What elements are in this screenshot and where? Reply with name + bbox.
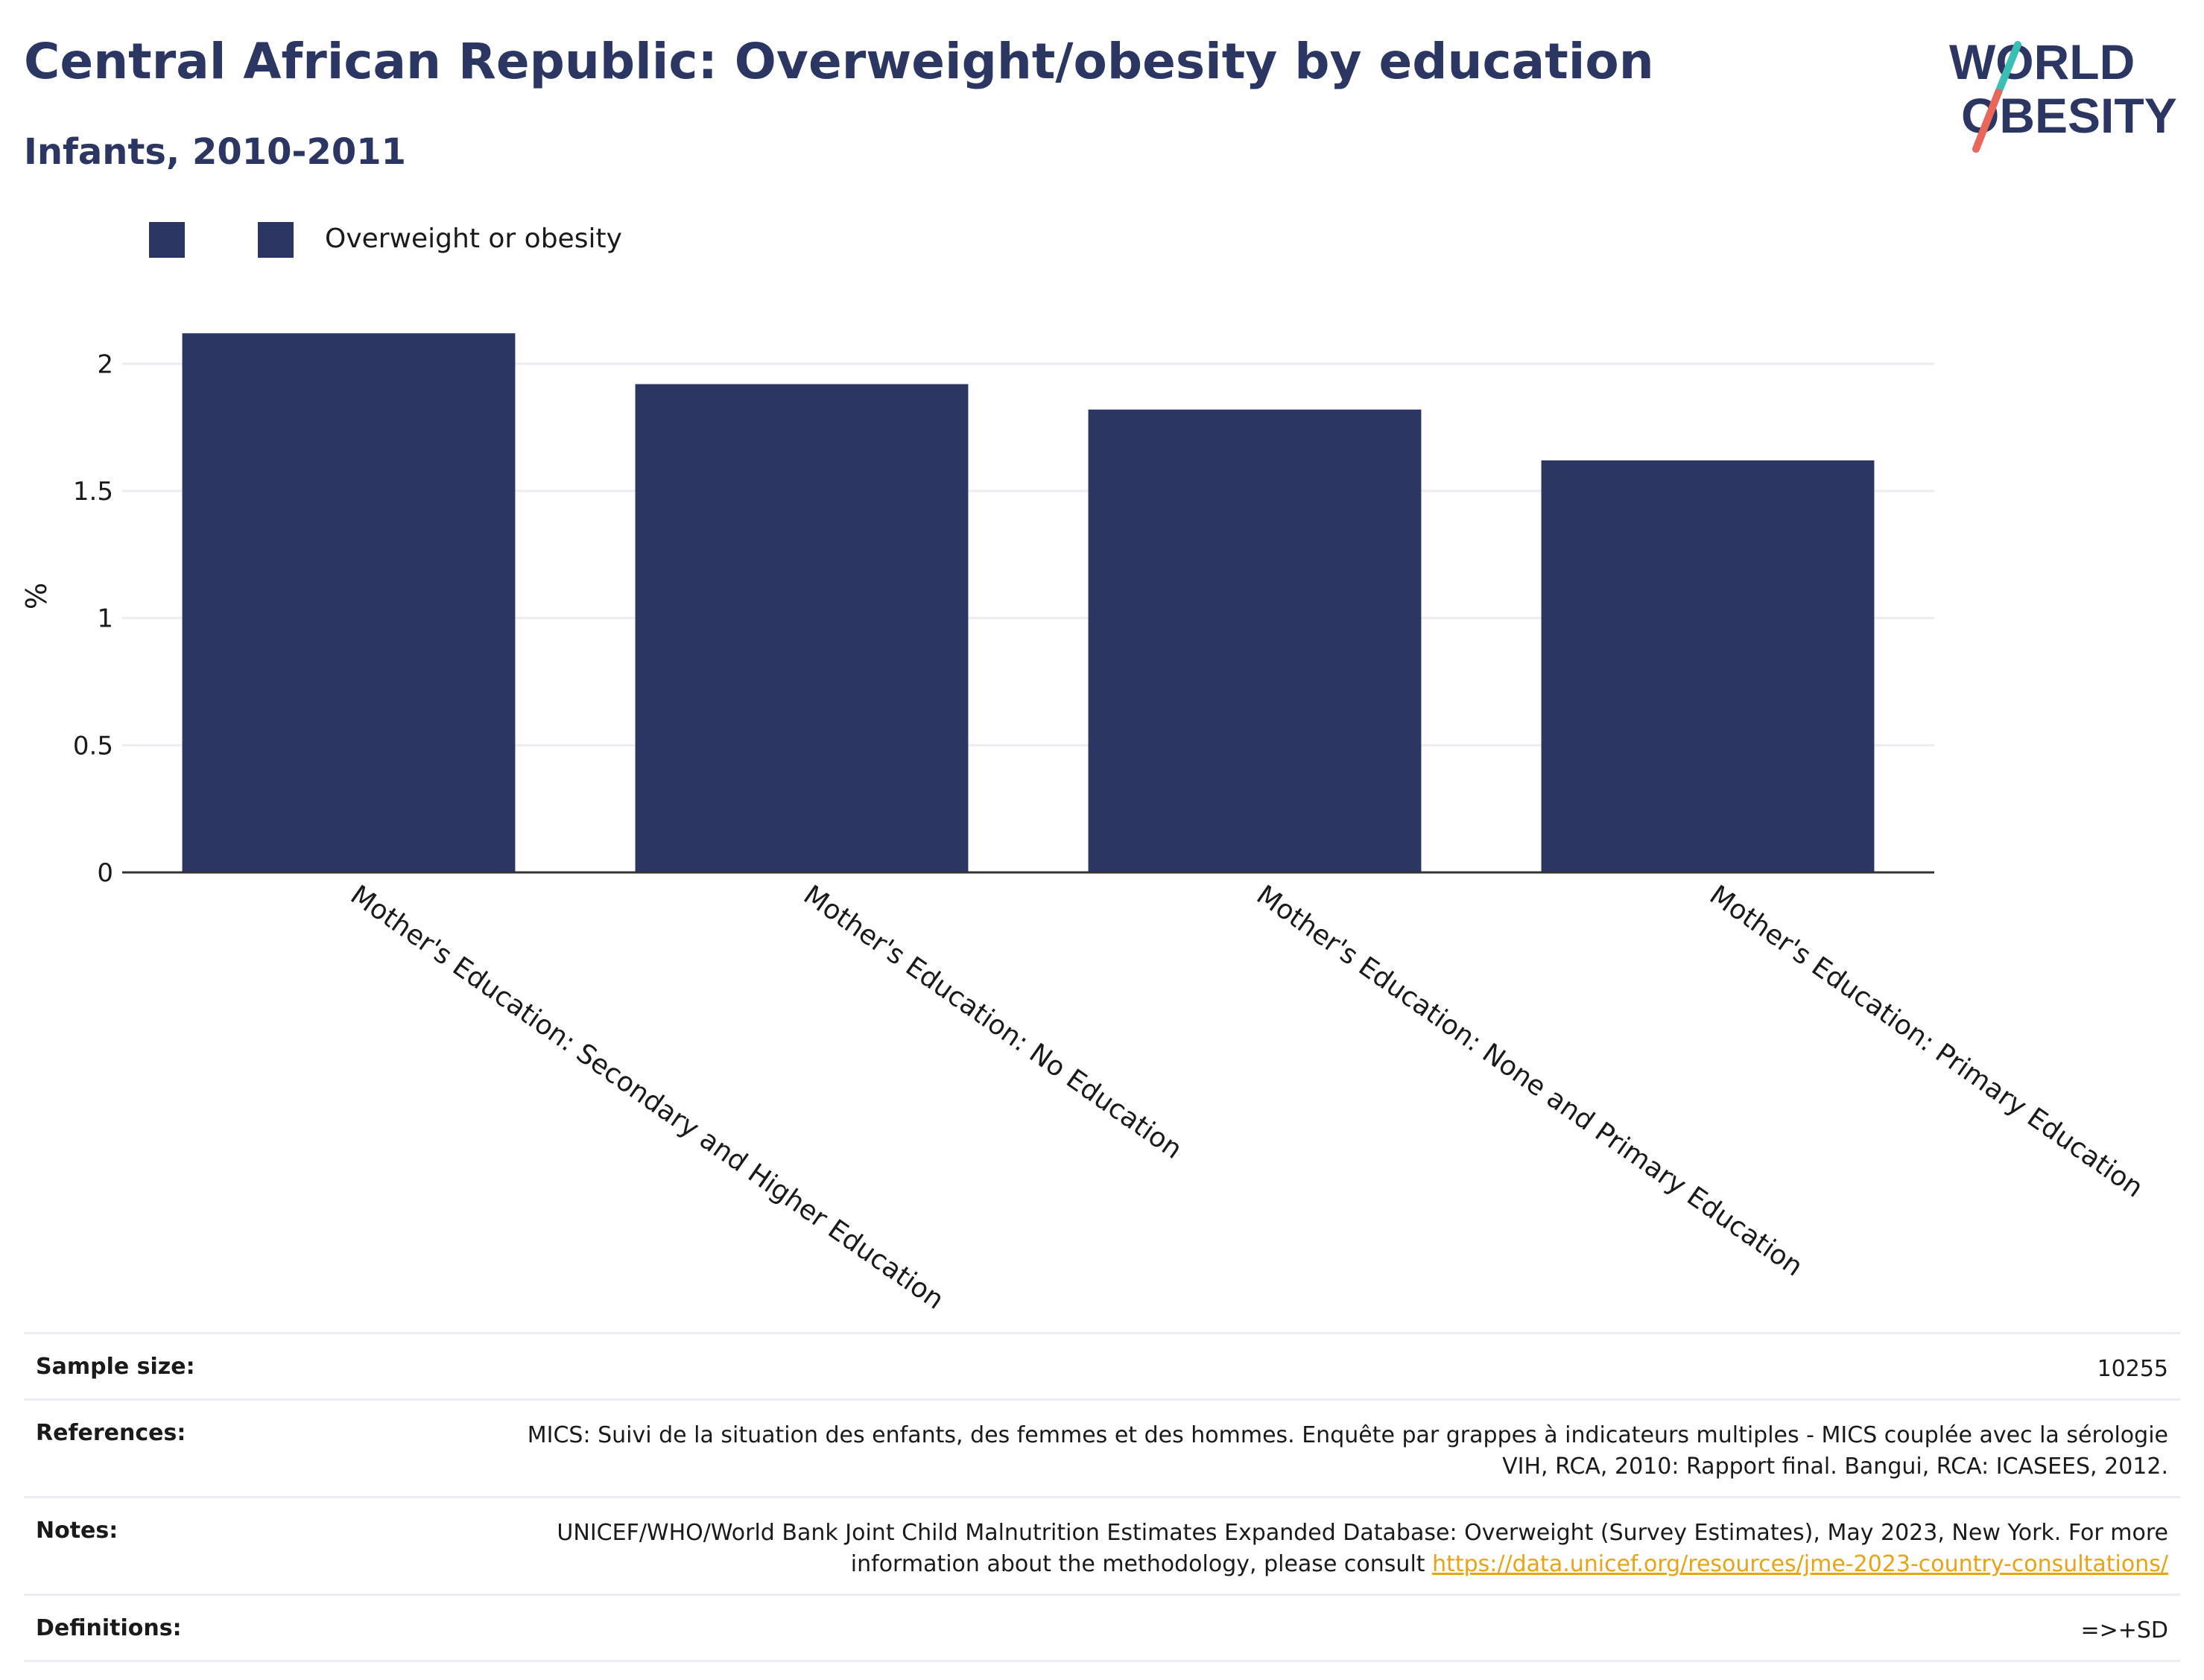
chart-footer: Sample size: 10255 References: MICS: Sui… bbox=[24, 1332, 2180, 1662]
legend-swatch-empty[interactable] bbox=[149, 222, 185, 258]
footer-row-definitions: Definitions: =>+SD bbox=[24, 1594, 2180, 1662]
chart-subtitle: Infants, 2010-2011 bbox=[24, 131, 407, 173]
references-value: MICS: Suivi de la situation des enfants,… bbox=[527, 1422, 2168, 1480]
definitions-value: =>+SD bbox=[2080, 1617, 2168, 1643]
legend-label-overweight[interactable]: Overweight or obesity bbox=[325, 224, 622, 254]
chart-title: Central African Republic: Overweight/obe… bbox=[24, 33, 1654, 90]
sample-size-label: Sample size: bbox=[36, 1354, 195, 1380]
sample-size-value: 10255 bbox=[2097, 1356, 2168, 1382]
y-axis-title: % bbox=[20, 583, 53, 609]
legend-swatch-overweight[interactable] bbox=[258, 222, 294, 258]
notes-label: Notes: bbox=[36, 1518, 118, 1544]
footer-row-notes: Notes: UNICEF/WHO/World Bank Joint Child… bbox=[24, 1496, 2180, 1594]
logo-slash-coral bbox=[1972, 89, 2002, 153]
world-obesity-logo: WORLD OBESITY bbox=[1949, 34, 2177, 153]
notes-value-wrapper: UNICEF/WHO/World Bank Joint Child Malnut… bbox=[484, 1518, 2168, 1580]
footer-row-sample-size: Sample size: 10255 bbox=[24, 1332, 2180, 1398]
bar[interactable] bbox=[182, 333, 516, 872]
footer-row-references: References: MICS: Suivi de la situation … bbox=[24, 1398, 2180, 1496]
x-tick-label: Mother's Education: Primary Education bbox=[1704, 880, 2149, 1204]
bar[interactable] bbox=[1088, 409, 1422, 872]
x-tick-label: Mother's Education: No Education bbox=[798, 880, 1188, 1165]
bar[interactable] bbox=[1541, 460, 1875, 872]
definitions-label: Definitions: bbox=[36, 1615, 182, 1641]
notes-value: UNICEF/WHO/World Bank Joint Child Malnut… bbox=[557, 1520, 2168, 1577]
x-tick-label: Mother's Education: None and Primary Edu… bbox=[1251, 880, 1808, 1283]
y-tick-label: 0.5 bbox=[73, 731, 113, 761]
notes-link[interactable]: https://data.unicef.org/resources/jme-20… bbox=[1432, 1551, 2168, 1577]
logo-line1: WORLD bbox=[1949, 34, 2135, 89]
y-tick-label: 1.5 bbox=[73, 477, 113, 507]
references-label: References: bbox=[36, 1420, 186, 1446]
y-tick-label: 0 bbox=[97, 858, 113, 888]
y-tick-label: 2 bbox=[97, 349, 113, 379]
y-tick-label: 1 bbox=[97, 604, 113, 634]
bar[interactable] bbox=[635, 384, 969, 872]
logo-slash-teal bbox=[1995, 41, 2021, 96]
